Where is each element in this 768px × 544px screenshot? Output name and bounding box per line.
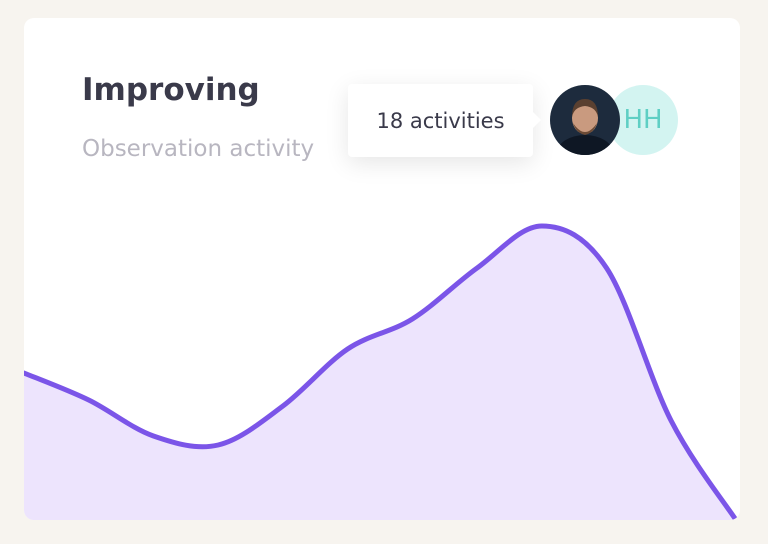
tooltip: 18 activities <box>348 84 541 157</box>
card-title: Improving <box>82 72 260 108</box>
activity-card: Improving Observation activity 18 activi… <box>24 18 740 520</box>
area-chart <box>24 223 739 520</box>
avatar-photo[interactable] <box>550 85 620 155</box>
card-subtitle: Observation activity <box>82 136 315 162</box>
area-line <box>24 223 739 520</box>
area-fill <box>24 226 736 520</box>
